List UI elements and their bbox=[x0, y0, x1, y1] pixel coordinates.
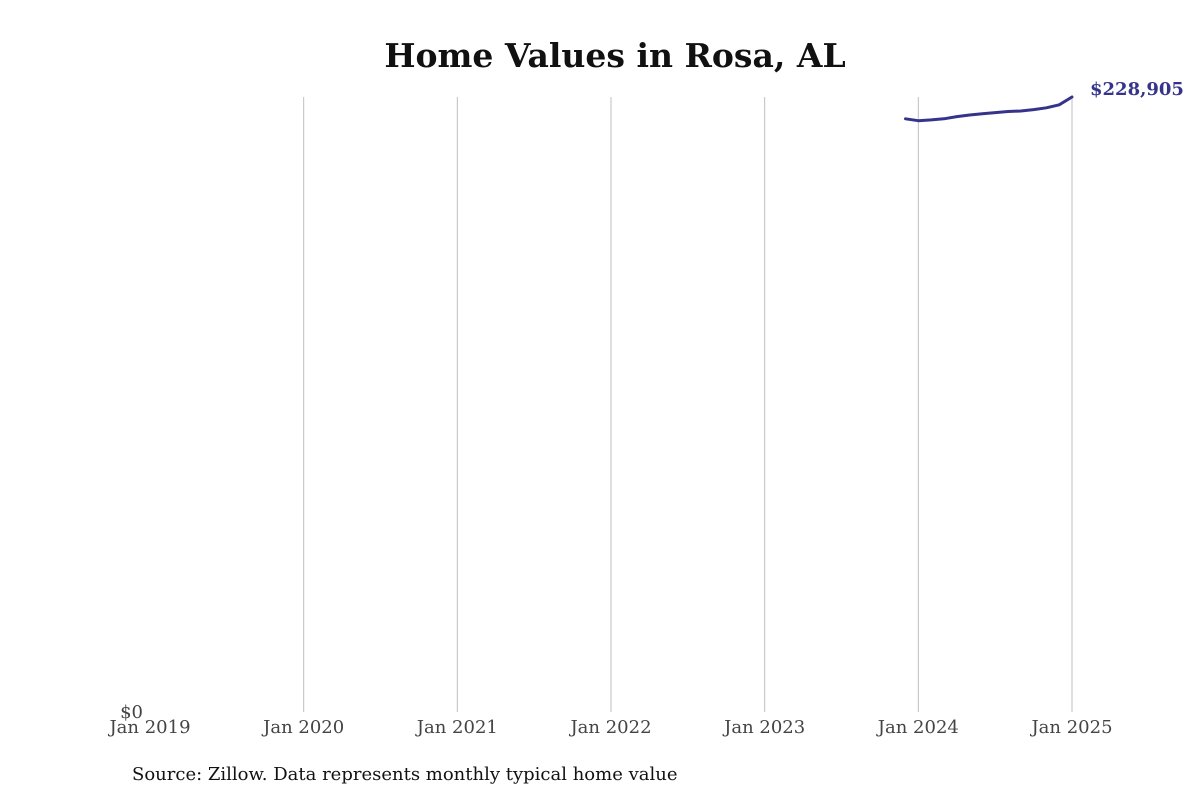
x-tick-label: Jan 2022 bbox=[568, 717, 651, 738]
x-tick-label: Jan 2023 bbox=[722, 717, 805, 738]
y-tick-label: $0 bbox=[120, 702, 143, 723]
series-line bbox=[904, 95, 1074, 123]
x-tick-label: Jan 2024 bbox=[876, 717, 959, 738]
chart-title: Home Values in Rosa, AL bbox=[384, 36, 846, 75]
end-value-label: $228,905 bbox=[1090, 79, 1184, 100]
x-tick-label: Jan 2020 bbox=[261, 717, 344, 738]
source-note: Source: Zillow. Data represents monthly … bbox=[132, 764, 678, 785]
x-tick-label: Jan 2025 bbox=[1029, 717, 1112, 738]
x-tick-label: Jan 2019 bbox=[107, 717, 190, 738]
x-tick-label: Jan 2021 bbox=[415, 717, 498, 738]
